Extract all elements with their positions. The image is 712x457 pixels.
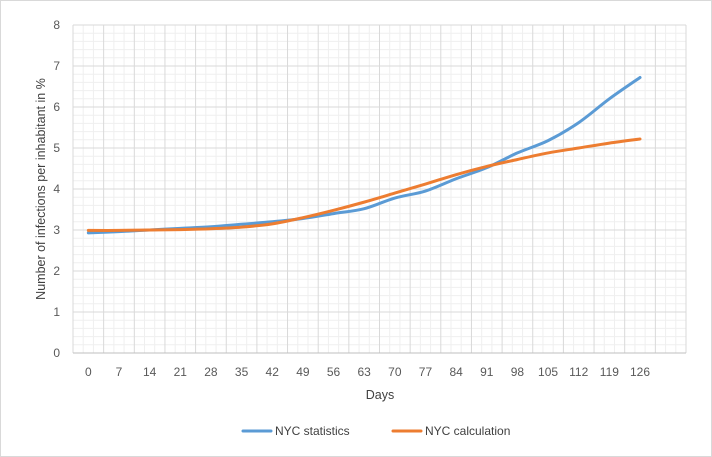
x-tick-label: 21	[174, 365, 188, 379]
data-point-nyc-statistics	[363, 207, 366, 210]
legend-label-nyc-calculation: NYC calculation	[425, 424, 510, 438]
x-tick-label: 56	[327, 365, 341, 379]
data-point-nyc-statistics	[516, 151, 519, 154]
data-point-nyc-statistics	[639, 76, 642, 79]
data-point-nyc-calculation	[87, 229, 90, 232]
data-point-nyc-calculation	[577, 147, 580, 150]
x-tick-label: 119	[600, 365, 619, 379]
y-tick-label: 2	[53, 264, 60, 278]
data-point-nyc-statistics	[547, 139, 550, 142]
data-point-nyc-statistics	[332, 212, 335, 215]
series-line-nyc-calculation	[86, 137, 642, 232]
x-tick-label: 28	[204, 365, 218, 379]
data-point-nyc-calculation	[332, 209, 335, 212]
data-point-nyc-calculation	[516, 158, 519, 161]
y-tick-label: 5	[53, 141, 60, 155]
data-point-nyc-statistics	[240, 223, 243, 226]
x-axis-title: Days	[366, 388, 394, 402]
series-lines	[86, 75, 642, 235]
legend-label-nyc-statistics: NYC statistics	[275, 424, 350, 438]
y-tick-label: 0	[53, 346, 60, 360]
x-tick-label: 7	[116, 365, 123, 379]
data-point-nyc-statistics	[424, 190, 427, 193]
data-point-nyc-calculation	[608, 142, 611, 145]
y-tick-label: 4	[53, 182, 60, 196]
data-point-nyc-calculation	[363, 201, 366, 204]
x-tick-label: 126	[630, 365, 650, 379]
x-tick-label: 84	[449, 365, 463, 379]
data-point-nyc-calculation	[455, 173, 458, 176]
gridlines	[72, 24, 687, 354]
data-point-nyc-statistics	[608, 97, 611, 100]
data-point-nyc-calculation	[148, 229, 151, 232]
y-tick-label: 8	[53, 18, 60, 32]
y-tick-label: 1	[53, 305, 60, 319]
legend: NYC statistics NYC calculation	[241, 424, 510, 438]
data-point-nyc-calculation	[424, 183, 427, 186]
data-point-nyc-statistics	[577, 121, 580, 124]
data-point-nyc-statistics	[393, 197, 396, 200]
y-tick-label: 7	[53, 59, 60, 73]
x-tick-label: 49	[296, 365, 310, 379]
x-tick-label: 91	[480, 365, 494, 379]
y-axis-title: Number of infections per inhabitant in %	[34, 78, 48, 300]
data-point-nyc-calculation	[301, 216, 304, 219]
data-point-nyc-calculation	[179, 228, 182, 231]
y-tick-label: 6	[53, 100, 60, 114]
y-tick-label: 3	[53, 223, 60, 237]
x-axis-ticks: 0 7 14 21 28 35 42 49 56 63 70 77 84 91 98 105 112 119 126	[85, 365, 650, 379]
x-tick-label: 105	[538, 365, 558, 379]
x-tick-label: 42	[266, 365, 280, 379]
x-tick-label: 70	[388, 365, 402, 379]
x-tick-label: 14	[143, 365, 157, 379]
data-point-nyc-calculation	[393, 192, 396, 195]
y-axis-ticks: 0 1 2 3 4 5 6 7 8	[53, 18, 60, 360]
x-tick-label: 63	[357, 365, 371, 379]
data-point-nyc-calculation	[240, 226, 243, 229]
x-tick-label: 0	[85, 365, 92, 379]
data-point-nyc-calculation	[547, 151, 550, 154]
x-tick-label: 112	[569, 365, 588, 379]
data-point-nyc-calculation	[209, 227, 212, 230]
data-point-nyc-calculation	[485, 165, 488, 168]
data-point-nyc-calculation	[117, 229, 120, 232]
x-tick-label: 35	[235, 365, 249, 379]
data-point-nyc-calculation	[639, 137, 642, 140]
data-point-nyc-statistics	[455, 177, 458, 180]
x-tick-label: 98	[511, 365, 525, 379]
data-point-nyc-calculation	[271, 222, 274, 225]
x-tick-label: 77	[419, 365, 433, 379]
